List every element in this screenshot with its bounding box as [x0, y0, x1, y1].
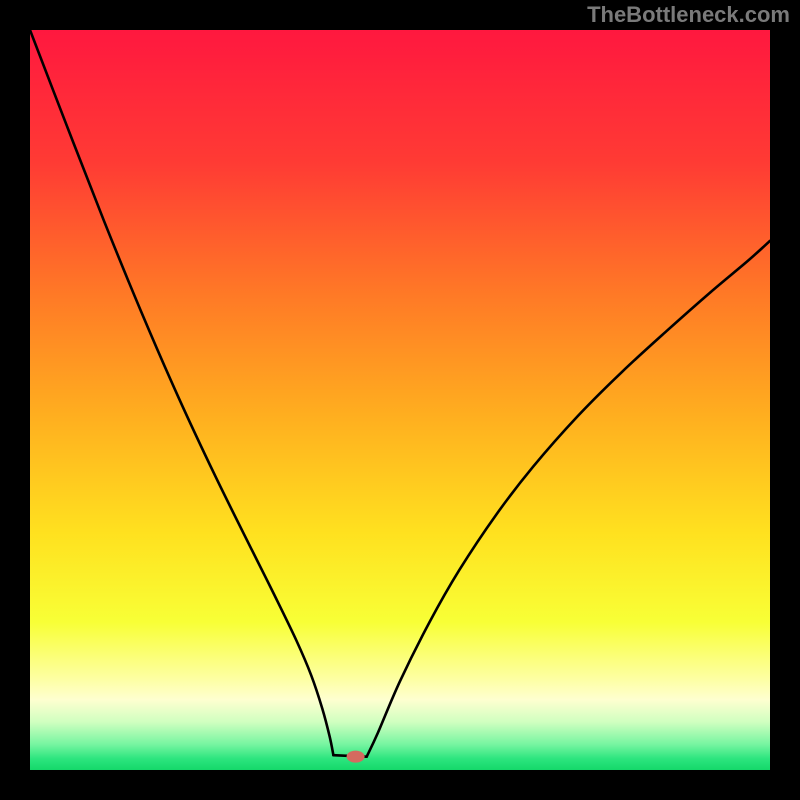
chart-frame: TheBottleneck.com	[0, 0, 800, 800]
plot-area	[30, 30, 770, 770]
gradient-background	[30, 30, 770, 770]
watermark-text: TheBottleneck.com	[587, 2, 790, 28]
plot-svg	[30, 30, 770, 770]
valley-marker	[347, 751, 365, 763]
